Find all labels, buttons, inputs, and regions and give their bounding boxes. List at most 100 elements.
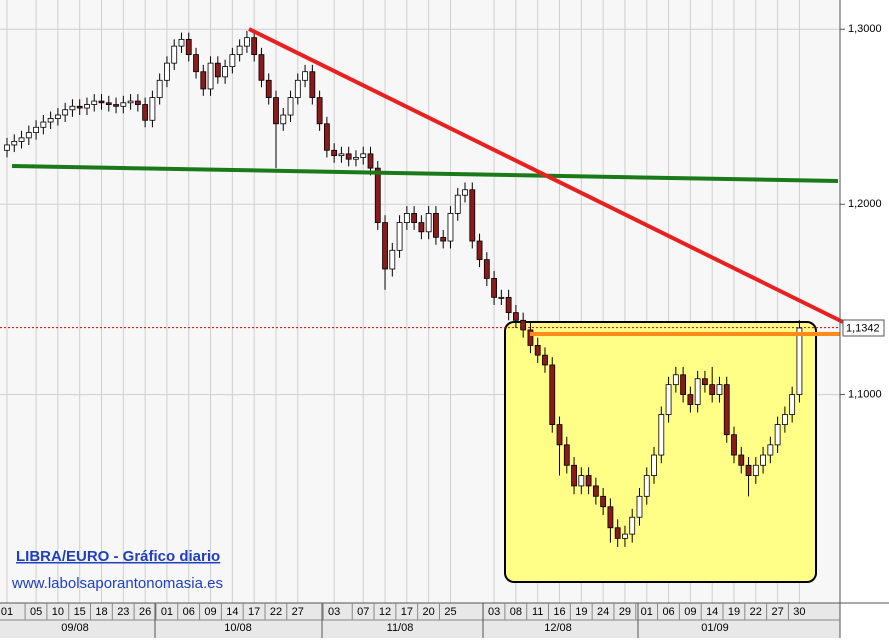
x-tick-label: 09 xyxy=(684,606,696,618)
candle-body xyxy=(469,189,476,242)
candle-body xyxy=(331,149,338,157)
support-line xyxy=(11,164,839,183)
candle-body xyxy=(418,222,425,233)
candle-body xyxy=(527,329,534,346)
candle-body xyxy=(222,66,229,78)
candle-body xyxy=(323,123,330,151)
candle-body xyxy=(164,62,170,81)
candle-body xyxy=(687,394,694,405)
x-tick-label: 10 xyxy=(52,606,64,618)
candle-body xyxy=(200,71,207,90)
candle-body xyxy=(258,54,265,81)
y-tick-label: 1,3000 xyxy=(848,23,882,35)
current-price-label: 1,1342 xyxy=(846,322,880,334)
candle-body xyxy=(454,194,461,214)
candle-body xyxy=(585,475,592,487)
candle-body xyxy=(280,114,287,125)
x-tick-label: 07 xyxy=(357,606,369,618)
candle-body xyxy=(571,464,577,487)
candle-body xyxy=(171,45,178,64)
candle-body xyxy=(294,79,301,98)
candle-body xyxy=(745,464,752,476)
candle-body xyxy=(382,222,388,270)
x-tick-label: 06 xyxy=(662,606,674,618)
candle-body xyxy=(127,100,134,104)
x-tick-label: 23 xyxy=(117,606,129,618)
candle-body xyxy=(149,97,156,121)
candle-body xyxy=(476,240,483,261)
candle-body xyxy=(680,374,687,395)
candle-body xyxy=(54,114,61,119)
candle-body xyxy=(287,97,294,116)
x-tick-label: 01 xyxy=(1,606,13,618)
candle-body xyxy=(236,45,243,56)
candle-body xyxy=(622,533,628,539)
x-tick-label: 19 xyxy=(575,606,587,618)
candle-body xyxy=(62,109,69,116)
price-label-box xyxy=(842,319,885,337)
candle-body xyxy=(600,495,607,508)
candle-body xyxy=(229,54,236,67)
candle-body xyxy=(513,312,519,321)
candle-body xyxy=(273,97,279,125)
candle-body xyxy=(694,378,701,405)
candle-body xyxy=(84,104,90,109)
x-tick-label: 15 xyxy=(74,606,86,618)
candle-body xyxy=(440,236,447,242)
x-tick-label: 25 xyxy=(444,606,456,618)
candle-body xyxy=(142,104,149,121)
candle-body xyxy=(760,454,766,466)
candle-body xyxy=(447,213,454,242)
x-tick-label: 17 xyxy=(401,606,413,618)
x-tick-label: 01 xyxy=(161,606,173,618)
candle-body xyxy=(774,424,781,446)
candle-body xyxy=(542,354,548,366)
candle-body xyxy=(556,424,563,446)
candle-body xyxy=(4,144,10,151)
candle-body xyxy=(752,464,759,476)
candle-body xyxy=(193,54,199,73)
candle-body xyxy=(731,434,737,456)
month-label: 10/08 xyxy=(224,622,252,634)
candle-body xyxy=(592,485,599,497)
candle-body xyxy=(767,444,774,456)
candle-body xyxy=(505,296,512,314)
candle-body xyxy=(781,414,788,425)
candle-body xyxy=(18,137,25,142)
candle-body xyxy=(389,249,396,270)
x-tick-label: 01 xyxy=(641,606,653,618)
month-label: 09/08 xyxy=(61,622,89,634)
candle-body xyxy=(91,100,98,105)
x-tick-label: 16 xyxy=(553,606,565,618)
x-tick-label: 27 xyxy=(771,606,783,618)
candle-body xyxy=(643,475,650,497)
chart-title: LIBRA/EURO - Gráfico diario xyxy=(16,548,220,565)
candle-body xyxy=(207,62,214,90)
x-tick-label: 05 xyxy=(30,606,42,618)
candle-body xyxy=(120,102,127,107)
x-tick-label: 22 xyxy=(750,606,762,618)
candle-body xyxy=(353,157,359,160)
candle-body xyxy=(105,102,112,105)
x-tick-label: 14 xyxy=(706,606,718,618)
candle-body xyxy=(614,527,621,539)
x-tick-label: 03 xyxy=(328,606,340,618)
candle-body xyxy=(360,153,367,158)
candle-body xyxy=(134,100,141,105)
x-tick-label: 19 xyxy=(728,606,740,618)
candle-body xyxy=(672,374,679,386)
candle-body xyxy=(214,62,221,78)
candle-body xyxy=(498,296,505,299)
candle-body xyxy=(25,132,32,139)
trend-line xyxy=(248,27,844,324)
candle-body xyxy=(396,222,403,251)
month-label: 12/08 xyxy=(544,622,572,634)
candle-body xyxy=(607,506,614,529)
candle-body xyxy=(578,475,585,487)
x-tick-label: 20 xyxy=(423,606,435,618)
candle-body xyxy=(716,384,723,395)
candle-body xyxy=(491,278,497,298)
candle-body xyxy=(789,394,796,415)
candle-body xyxy=(156,79,163,98)
